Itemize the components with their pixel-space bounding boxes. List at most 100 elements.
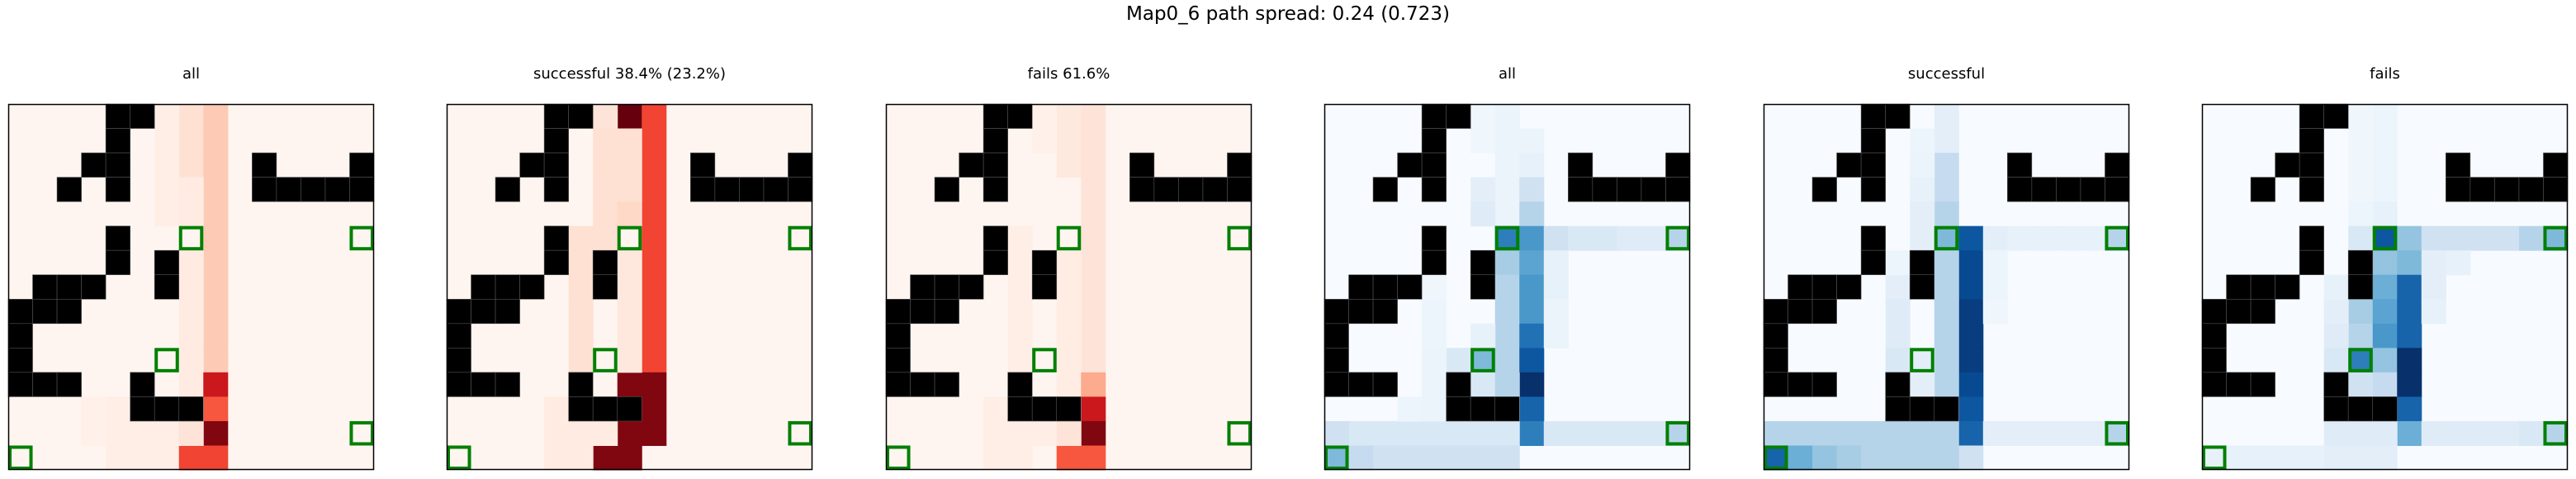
wall-cell <box>2007 152 2033 178</box>
heat-cell <box>2543 420 2569 446</box>
heat-cell <box>1788 420 1813 446</box>
heat-cell <box>1081 153 1106 178</box>
heat-cell <box>1543 299 1569 325</box>
heat-cell <box>1982 274 2008 300</box>
wall-cell <box>543 249 569 276</box>
heat-cell <box>642 177 667 202</box>
wall-cell <box>983 225 1008 251</box>
heat-cell <box>593 177 618 202</box>
heat-cell <box>1958 274 1984 300</box>
heat-cell <box>1470 128 1496 154</box>
heat-cell <box>2348 177 2374 202</box>
wall-cell <box>105 152 130 178</box>
wall-cell <box>1860 152 1886 178</box>
panel-title: all <box>1498 65 1517 83</box>
heat-cell <box>568 299 594 325</box>
target-marker <box>1227 225 1252 251</box>
wall-cell <box>1421 225 1447 251</box>
heat-cell <box>1885 348 1911 373</box>
wall-cell <box>592 249 618 276</box>
panel-title: successful <box>1907 65 1986 83</box>
wall-cell <box>252 177 277 202</box>
heat-cell <box>1934 225 1959 251</box>
heat-cell <box>154 104 180 130</box>
heat-cell <box>1519 128 1545 154</box>
heat-cell <box>2372 177 2398 202</box>
heat-cell <box>1081 348 1106 373</box>
wall-cell <box>1324 348 1349 373</box>
wall-cell <box>2031 177 2057 202</box>
wall-cell <box>2226 372 2252 397</box>
wall-cell <box>2323 396 2349 422</box>
wall-cell <box>2299 128 2324 154</box>
heat-cell <box>2421 274 2446 300</box>
heat-cell <box>1348 445 1374 471</box>
target-marker <box>1227 420 1252 446</box>
heatmap-panel <box>7 103 375 471</box>
wall-cell <box>690 152 716 178</box>
heat-cell <box>1812 445 1838 471</box>
heat-cell <box>1617 225 1642 251</box>
heat-cell <box>2299 445 2325 471</box>
heat-cell <box>178 299 204 325</box>
heat-cell <box>1861 445 1887 471</box>
wall-cell <box>324 177 350 202</box>
figure-suptitle: Map0_6 path spread: 0.24 (0.723) <box>1126 3 1450 25</box>
wall-cell <box>81 274 107 300</box>
wall-cell <box>885 298 911 325</box>
wall-cell <box>1811 372 1837 397</box>
wall-cell <box>1031 274 1058 300</box>
target-marker <box>154 348 179 372</box>
wall-cell <box>2201 348 2227 373</box>
heat-cell <box>1470 445 1496 471</box>
wall-cell <box>543 177 569 202</box>
heat-cell <box>1934 153 1959 178</box>
wall-cell <box>1860 103 1886 129</box>
heat-cell <box>1032 420 1058 446</box>
wall-cell <box>714 177 740 202</box>
axes-frame <box>2201 103 2569 471</box>
heatmap-panel <box>885 103 1252 471</box>
heat-cell <box>1470 104 1496 130</box>
heat-cell <box>1519 177 1545 202</box>
wall-cell <box>2347 249 2374 276</box>
wall-cell <box>1227 177 1252 202</box>
heat-cell <box>81 420 107 446</box>
heat-cell <box>2397 225 2422 251</box>
heat-cell <box>1494 323 1520 349</box>
wall-cell <box>446 298 471 325</box>
wall-cell <box>1178 177 1204 202</box>
heat-cell <box>1373 445 1399 471</box>
wall-cell <box>1763 348 1788 373</box>
heat-cell <box>2397 274 2422 300</box>
heat-cell <box>1032 104 1058 130</box>
wall-cell <box>592 396 618 422</box>
wall-cell <box>910 298 935 325</box>
heat-cell <box>1494 372 1520 397</box>
heat-cell <box>2031 225 2057 251</box>
wall-cell <box>690 177 716 202</box>
heat-cell <box>1519 420 1545 446</box>
wall-cell <box>1909 249 1935 276</box>
target-marker <box>788 225 813 251</box>
heat-cell <box>178 274 204 300</box>
heat-cell <box>642 104 667 130</box>
target-marker <box>886 445 911 471</box>
heat-cell <box>1007 323 1033 349</box>
heat-cell <box>1494 250 1520 276</box>
heat-cell <box>1910 153 1935 178</box>
heat-cell <box>1934 445 1959 471</box>
wall-cell <box>1031 249 1058 276</box>
wall-cell <box>2201 298 2227 325</box>
heat-cell <box>1861 420 1887 446</box>
heat-cell <box>1934 299 1959 325</box>
heat-cell <box>593 420 618 446</box>
wall-cell <box>1129 177 1155 202</box>
heat-cell <box>1470 348 1496 373</box>
heat-cell <box>544 396 570 422</box>
wall-cell <box>1421 103 1447 129</box>
heat-cell <box>1958 250 1984 276</box>
wall-cell <box>1836 152 1862 178</box>
heat-cell <box>203 372 229 397</box>
wall-cell <box>7 298 33 325</box>
